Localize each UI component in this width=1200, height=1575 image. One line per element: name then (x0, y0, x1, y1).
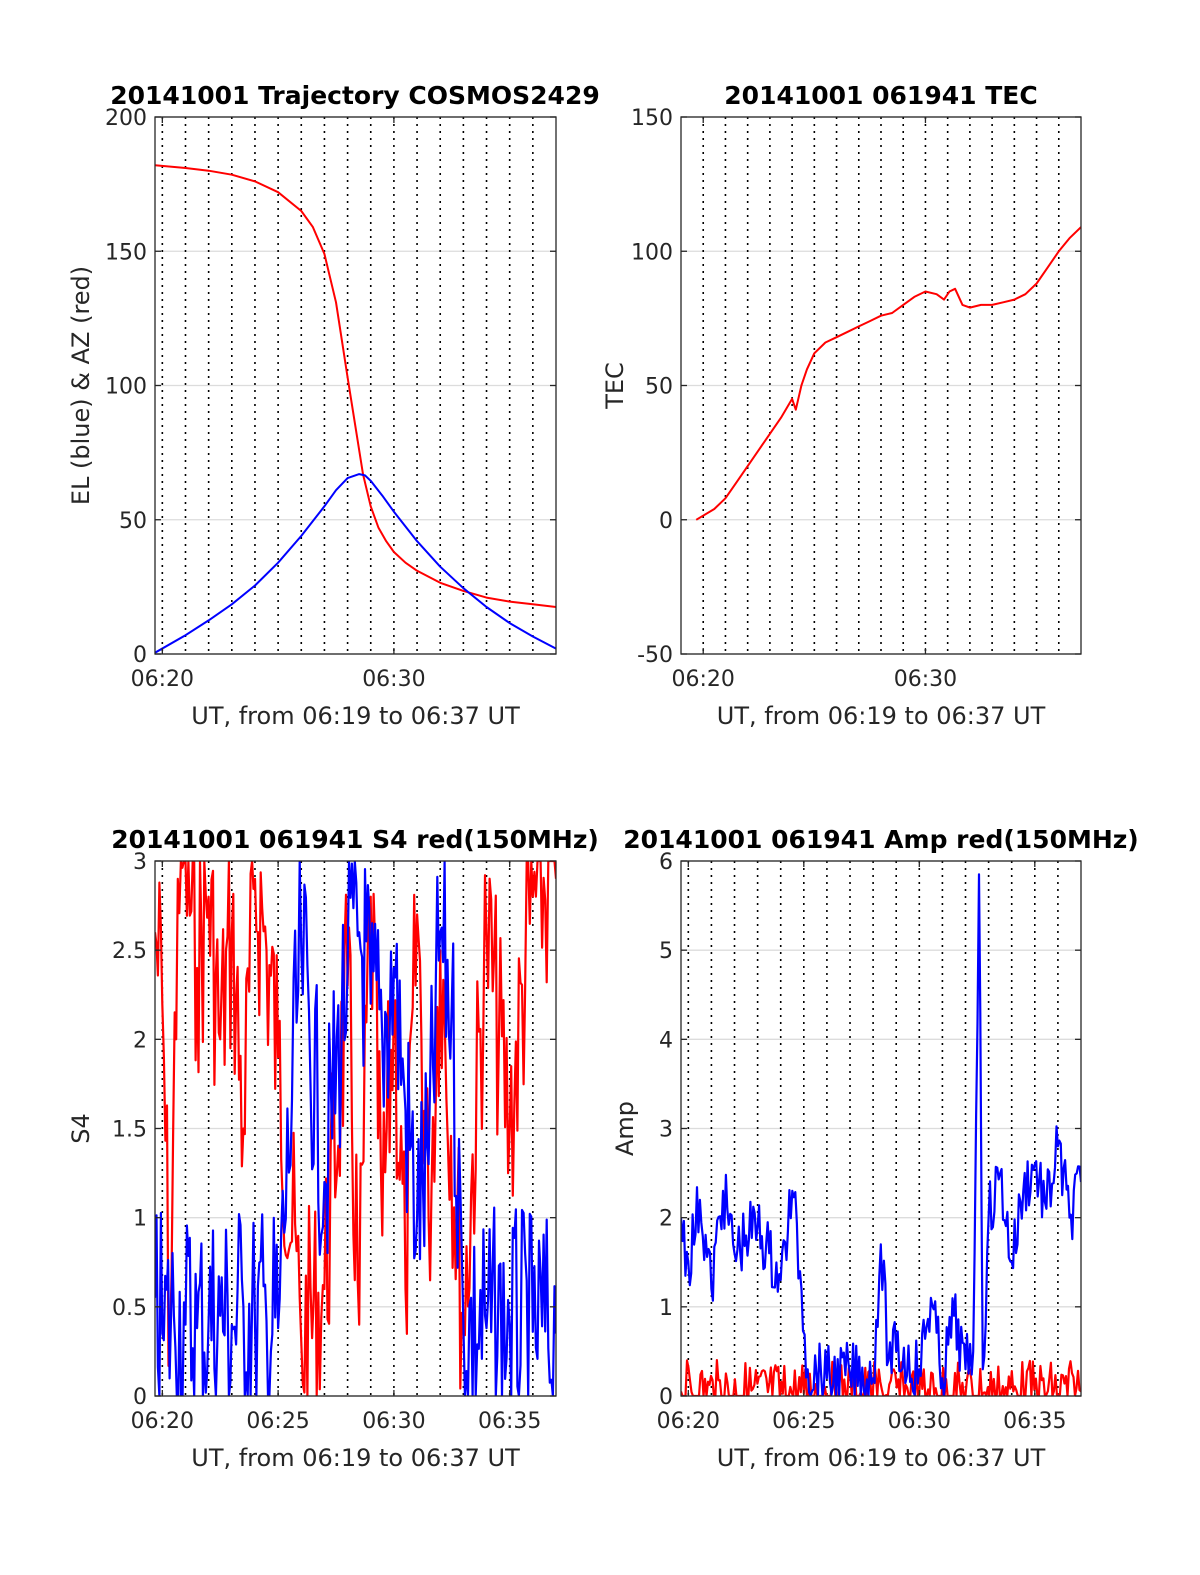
x-axis-label: UT, from 06:19 to 06:37 UT (717, 702, 1046, 730)
y-tick-label: 100 (631, 240, 673, 265)
y-tick-label: 0.5 (112, 1296, 147, 1321)
y-tick-label: 50 (119, 509, 147, 534)
y-tick-label: 2 (133, 1028, 147, 1053)
y-tick-label: 50 (645, 375, 673, 400)
chart-amp: UT, from 06:19 to 06:37 UT Amp 0 1 2 3 4 5 6 06… (611, 825, 1139, 1472)
y-axis-label: Amp (611, 1101, 639, 1156)
y-tick-label: -50 (637, 643, 673, 668)
y-tick-label: 100 (105, 375, 147, 400)
y-tick-label: 0 (133, 1385, 147, 1410)
y-tick-label: 1 (659, 1296, 673, 1321)
series-line (681, 873, 1081, 1396)
series-line (155, 473, 556, 654)
y-tick-label: 3 (133, 850, 147, 875)
x-tick-label: 06:20 (657, 1409, 720, 1434)
y-axis-label: TEC (601, 362, 629, 410)
chart-tec: UT, from 06:19 to 06:37 UT TEC -50 0 50 100… (601, 81, 1082, 730)
y-axis-label: EL (blue) & AZ (red) (67, 266, 95, 505)
series-line (695, 226, 1081, 521)
y-tick-label: 3 (659, 1118, 673, 1143)
x-tick-label: 06:25 (772, 1409, 835, 1434)
x-tick-label: 06:30 (362, 667, 425, 692)
x-axis-label: UT, from 06:19 to 06:37 UT (191, 1444, 520, 1472)
x-axis-label: UT, from 06:19 to 06:37 UT (191, 702, 520, 730)
series-line (155, 861, 556, 1396)
chart-s4: UT, from 06:19 to 06:37 UT S4 0 0.5 1 1.5 2 2… (67, 825, 599, 1472)
series-line (155, 861, 556, 1396)
y-tick-label: 0 (659, 1385, 673, 1410)
x-tick-label: 06:30 (894, 667, 957, 692)
y-tick-label: 4 (659, 1028, 673, 1053)
x-tick-label: 06:30 (362, 1409, 425, 1434)
x-tick-label: 06:35 (478, 1409, 541, 1434)
x-tick-label: 06:30 (888, 1409, 951, 1434)
chart-title: 20141001 061941 Amp red(150MHz) (623, 825, 1139, 854)
y-tick-label: 150 (105, 240, 147, 265)
y-axis-label: S4 (67, 1113, 95, 1144)
y-tick-label: 6 (659, 850, 673, 875)
series-line (681, 1359, 1081, 1396)
x-tick-label: 06:35 (1003, 1409, 1066, 1434)
x-tick-label: 06:20 (131, 667, 194, 692)
chart-title: 20141001 061941 S4 red(150MHz) (111, 825, 599, 854)
chart-trajectory: UT, from 06:19 to 06:37 UT EL (blue) & A… (67, 81, 600, 730)
y-tick-label: 2 (659, 1207, 673, 1232)
y-tick-label: 1 (133, 1207, 147, 1232)
x-tick-label: 06:20 (131, 1409, 194, 1434)
y-tick-label: 2.5 (112, 939, 147, 964)
chart-title: 20141001 061941 TEC (724, 81, 1037, 110)
y-tick-label: 0 (659, 509, 673, 534)
y-tick-label: 150 (631, 106, 673, 131)
y-tick-label: 200 (105, 106, 147, 131)
y-tick-label: 1.5 (112, 1118, 147, 1143)
y-tick-label: 0 (133, 643, 147, 668)
x-tick-label: 06:20 (672, 667, 735, 692)
y-tick-label: 5 (659, 939, 673, 964)
chart-title: 20141001 Trajectory COSMOS2429 (110, 81, 600, 110)
x-tick-label: 06:25 (246, 1409, 309, 1434)
x-axis-label: UT, from 06:19 to 06:37 UT (717, 1444, 1046, 1472)
